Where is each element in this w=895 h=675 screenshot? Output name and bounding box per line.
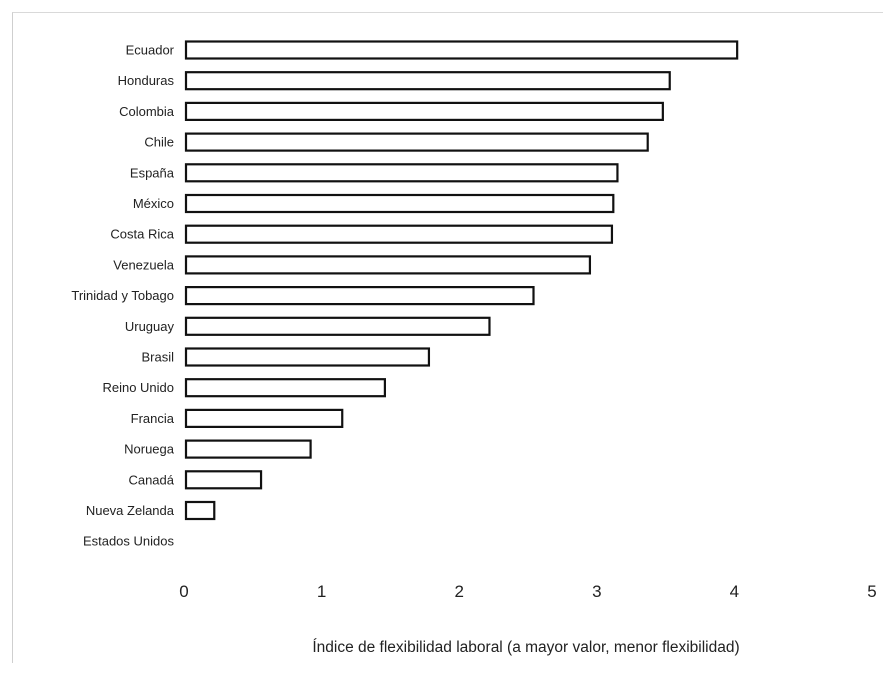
- chart-frame: [12, 12, 883, 663]
- category-label-brasil: Brasil: [141, 350, 174, 365]
- x-tick-label-1: 1: [317, 582, 326, 601]
- category-label-uruguay: Uruguay: [125, 319, 175, 334]
- bar-colombia: [184, 101, 664, 122]
- bar-reino-unido: [184, 378, 386, 398]
- bar-nueva-zelanda: [184, 500, 216, 521]
- category-label-noruega: Noruega: [124, 442, 175, 457]
- category-label-ecuador: Ecuador: [126, 43, 175, 58]
- bar-francia: [184, 408, 344, 428]
- x-tick-labels: 0 1 2 3 4 5: [179, 582, 876, 601]
- bar-brasil: [184, 347, 431, 367]
- x-tick-label-0: 0: [179, 582, 188, 601]
- x-tick-label-3: 3: [592, 582, 601, 601]
- category-label-venezuela: Venezuela: [113, 257, 174, 272]
- category-labels: Ecuador Honduras Colombia Chile España México…: [71, 43, 174, 549]
- bar-espana: [184, 163, 619, 183]
- bar-uruguay: [184, 316, 491, 336]
- category-label-reino-unido: Reino Unido: [102, 380, 174, 395]
- category-label-espana: España: [130, 165, 175, 180]
- category-label-chile: Chile: [144, 135, 174, 150]
- category-label-nueva-zelanda: Nueva Zelanda: [86, 503, 175, 518]
- bar-noruega: [184, 439, 312, 459]
- bar-trinidad-y-tobago: [184, 286, 535, 306]
- category-label-mexico: México: [133, 196, 174, 211]
- bar-venezuela: [184, 255, 592, 275]
- category-label-colombia: Colombia: [119, 104, 175, 119]
- x-axis-title: Índice de flexibilidad laboral (a mayor …: [312, 639, 739, 656]
- bars-layer: [184, 40, 739, 521]
- category-label-canada: Canadá: [128, 472, 174, 487]
- x-tick-label-5: 5: [867, 582, 876, 601]
- x-tick-label-4: 4: [730, 582, 739, 601]
- bar-chile: [184, 132, 649, 152]
- bar-honduras: [184, 71, 671, 91]
- category-label-francia: Francia: [131, 411, 175, 426]
- x-tick-label-2: 2: [454, 582, 463, 601]
- bar-canada: [184, 470, 263, 490]
- bar-costa-rica: [184, 224, 614, 244]
- category-label-trinidad-y-tobago: Trinidad y Tobago: [71, 288, 174, 303]
- bar-mexico: [184, 193, 615, 214]
- category-label-honduras: Honduras: [118, 73, 175, 88]
- category-label-costa-rica: Costa Rica: [110, 227, 174, 242]
- bar-ecuador: [184, 40, 739, 60]
- category-label-estados-unidos: Estados Unidos: [83, 534, 175, 549]
